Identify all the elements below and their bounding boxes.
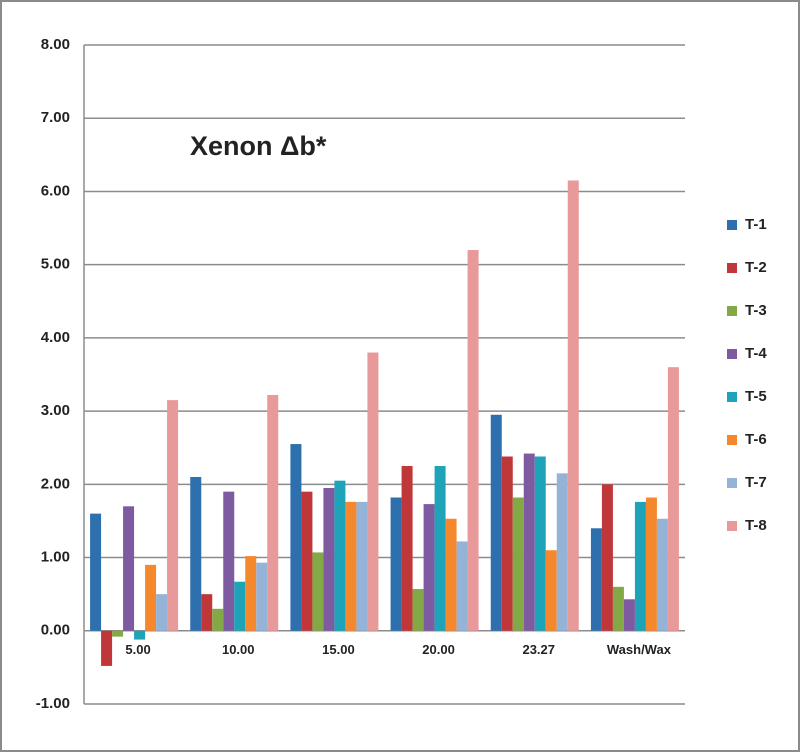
- bar: [345, 501, 357, 631]
- legend-label: T-4: [745, 345, 767, 362]
- bar: [90, 513, 102, 631]
- bar: [101, 630, 113, 666]
- x-tick-label: 5.00: [125, 642, 150, 657]
- y-tick-label: 0.00: [41, 622, 70, 639]
- bar: [501, 456, 513, 631]
- x-tick-label: 20.00: [422, 642, 455, 657]
- legend-label: T-5: [745, 388, 767, 405]
- y-tick-label: 8.00: [41, 36, 70, 53]
- legend-label: T-3: [745, 302, 767, 319]
- legend-label: T-6: [745, 431, 767, 448]
- bar: [190, 477, 202, 631]
- bar: [134, 630, 146, 640]
- bar: [556, 473, 568, 631]
- bar: [623, 599, 635, 631]
- bar: [656, 518, 668, 631]
- legend-swatch: [727, 435, 737, 445]
- y-tick-label: 4.00: [41, 329, 70, 346]
- bar: [445, 518, 457, 631]
- bar: [567, 180, 579, 631]
- legend-swatch: [727, 478, 737, 488]
- bar: [467, 250, 479, 631]
- bar: [301, 491, 313, 631]
- y-tick-label: 6.00: [41, 182, 70, 199]
- bar: [267, 395, 279, 631]
- bar: [112, 630, 124, 637]
- x-tick-label: Wash/Wax: [607, 642, 672, 657]
- bar: [612, 586, 624, 631]
- legend-swatch: [727, 263, 737, 273]
- bar: [145, 564, 157, 631]
- bar: [223, 491, 235, 631]
- chart-title: Xenon Δb*: [190, 131, 327, 161]
- bar: [312, 552, 324, 631]
- bar: [367, 352, 379, 631]
- bar: [523, 453, 535, 631]
- y-tick-label: 7.00: [41, 109, 70, 126]
- bar: [667, 367, 679, 631]
- y-tick-label: -1.00: [36, 695, 70, 712]
- y-tick-label: 3.00: [41, 402, 70, 419]
- legend-label: T-7: [745, 474, 767, 491]
- legend-swatch: [727, 306, 737, 316]
- bar: [256, 562, 268, 631]
- bar: [634, 501, 646, 631]
- bar: [167, 400, 179, 631]
- bar: [401, 466, 413, 631]
- y-tick-label: 5.00: [41, 256, 70, 273]
- x-tick-label: 10.00: [222, 642, 255, 657]
- legend-label: T-8: [745, 517, 767, 534]
- legend-swatch: [727, 521, 737, 531]
- bar: [323, 487, 335, 631]
- y-tick-label: 1.00: [41, 549, 70, 566]
- bar: [356, 501, 368, 631]
- bar: [234, 581, 246, 631]
- bar: [490, 414, 502, 631]
- bar: [434, 466, 446, 631]
- y-tick-label: 2.00: [41, 475, 70, 492]
- legend-swatch: [727, 349, 737, 359]
- bar: [512, 497, 524, 631]
- x-tick-label: 15.00: [322, 642, 355, 657]
- x-tick-label: 23.27: [522, 642, 555, 657]
- bar: [412, 589, 424, 631]
- bar: [534, 456, 546, 631]
- bar: [545, 550, 557, 631]
- legend-label: T-1: [745, 216, 767, 233]
- bar: [390, 497, 402, 631]
- bar: [423, 504, 435, 631]
- legend-label: T-2: [745, 259, 767, 276]
- bar: [601, 484, 613, 631]
- legend-swatch: [727, 220, 737, 230]
- bar: [156, 594, 168, 631]
- bar: [245, 556, 257, 631]
- bar: [590, 528, 602, 631]
- legend-swatch: [727, 392, 737, 402]
- bar: [456, 541, 468, 631]
- bar: [123, 506, 135, 631]
- bar: [201, 594, 213, 631]
- bar: [645, 497, 657, 631]
- bar: [212, 608, 224, 631]
- bar: [334, 480, 346, 631]
- bar: [290, 444, 302, 631]
